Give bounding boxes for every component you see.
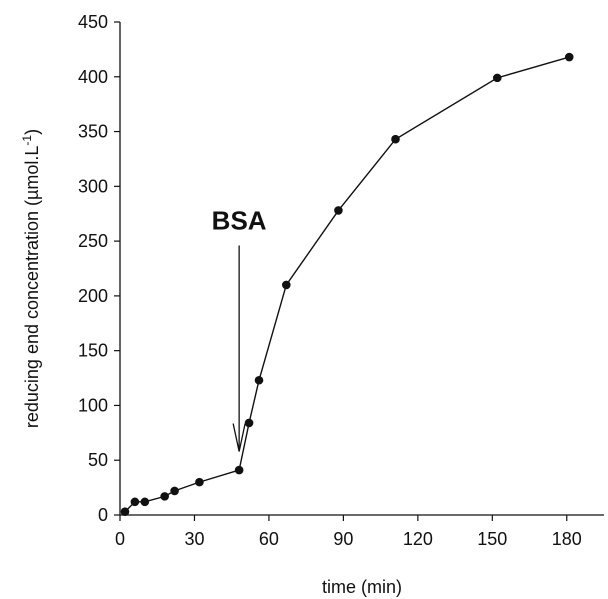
data-point: [391, 134, 400, 144]
x-tick-label: 150: [477, 529, 507, 549]
annotation-label: BSA: [212, 205, 267, 235]
y-tick-label: 450: [78, 12, 108, 32]
data-point: [564, 52, 574, 62]
y-tick-label: 0: [98, 505, 108, 525]
x-tick-label: 0: [115, 529, 125, 549]
x-tick-label: 30: [184, 529, 204, 549]
data-point: [170, 486, 179, 496]
data-point: [120, 507, 130, 517]
y-tick-label: 300: [78, 176, 108, 196]
chart-series: [120, 52, 574, 517]
y-tick-label: 200: [78, 286, 108, 306]
x-tick-label: 90: [333, 529, 353, 549]
data-point: [195, 477, 204, 487]
data-point: [334, 206, 343, 215]
y-tick-label: 100: [78, 395, 108, 415]
x-tick-label: 180: [552, 529, 582, 549]
data-point: [281, 280, 291, 290]
x-tick-label: 120: [403, 529, 433, 549]
data-point: [492, 73, 502, 83]
data-point: [254, 375, 264, 385]
series-line: [124, 56, 570, 513]
y-tick-label: 150: [78, 341, 108, 361]
y-tick-label: 350: [78, 122, 108, 142]
y-tick-label: 400: [78, 67, 108, 87]
y-axis-title-main: reducing end concentration (µmol.L: [22, 146, 42, 429]
y-axis-title-superscript: -1: [20, 135, 34, 146]
x-tick-label: 60: [259, 529, 279, 549]
chart-annotation: BSA: [212, 205, 267, 452]
data-point: [244, 418, 254, 428]
y-tick-label: 250: [78, 231, 108, 251]
y-axis-title: reducing end concentration (µmol.L-1): [20, 129, 42, 428]
data-point: [160, 492, 169, 501]
data-point: [140, 497, 150, 507]
x-axis-title: time (min): [322, 577, 402, 597]
chart-ticks: 0 30 60 90 120 150 180 0 50 100 150 200 250 300 350 400…: [78, 12, 582, 549]
y-tick-label: 50: [88, 450, 108, 470]
data-point: [234, 465, 244, 475]
data-point: [130, 497, 140, 507]
y-axis-title-tail: ): [22, 129, 42, 135]
chart-axes: [119, 22, 604, 516]
annotation-arrow-head: [232, 423, 246, 452]
